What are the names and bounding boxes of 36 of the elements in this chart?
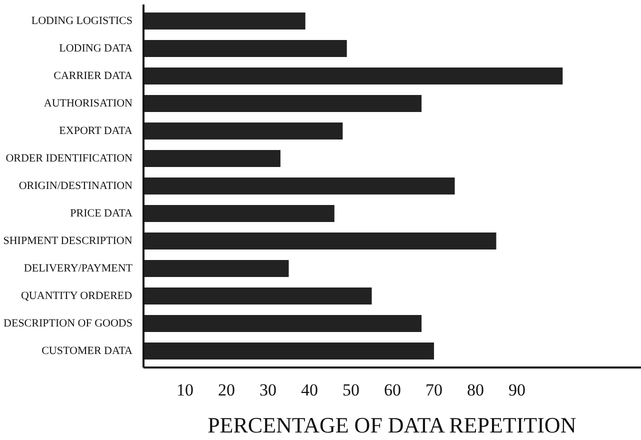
bar <box>144 287 372 305</box>
y-tick-label: LODING DATA <box>59 42 133 54</box>
bar <box>144 204 334 222</box>
y-tick-label: DELIVERY/PAYMENT <box>24 262 133 274</box>
bar <box>144 260 289 278</box>
bar <box>144 314 422 332</box>
y-tick-label: ORIGIN/DESTINATION <box>18 180 133 192</box>
x-tick-label: 80 <box>467 380 484 400</box>
bar <box>144 150 280 168</box>
x-tick-label: 20 <box>218 380 235 400</box>
bar <box>144 67 563 85</box>
x-tick-label: 40 <box>301 380 318 400</box>
bar <box>144 122 343 140</box>
x-tick-label: 90 <box>508 380 526 400</box>
y-tick-label: PRICE DATA <box>70 208 133 220</box>
y-tick-label: ORDER IDENTIFICATION <box>6 152 133 164</box>
bar <box>144 232 496 250</box>
y-tick-label: SHIPMENT DESCRIPTION <box>3 235 132 247</box>
y-tick-label: CARRIER DATA <box>54 70 133 82</box>
bar <box>144 342 434 360</box>
y-tick-label: LODING LOGISTICS <box>31 15 133 27</box>
bar <box>144 177 455 195</box>
x-tick-label: 50 <box>342 380 360 400</box>
y-tick-label: CUSTOMER DATA <box>42 345 133 357</box>
y-tick-label: EXPORT DATA <box>59 125 132 137</box>
bar <box>144 12 306 30</box>
y-tick-label: QUANTITY ORDERED <box>20 290 132 302</box>
x-tick-label: 30 <box>260 380 276 400</box>
x-tick-label: 60 <box>384 380 401 400</box>
y-tick-label: DESCRIPTION OF GOODS <box>4 318 133 330</box>
x-axis-title: PERCENTAGE OF DATA REPETITION <box>208 412 576 438</box>
y-tick-label: AUTHORISATION <box>44 98 133 110</box>
bar <box>144 40 347 58</box>
x-tick-label: 10 <box>176 380 194 400</box>
bar <box>144 94 422 112</box>
x-tick-label: 70 <box>426 380 442 400</box>
